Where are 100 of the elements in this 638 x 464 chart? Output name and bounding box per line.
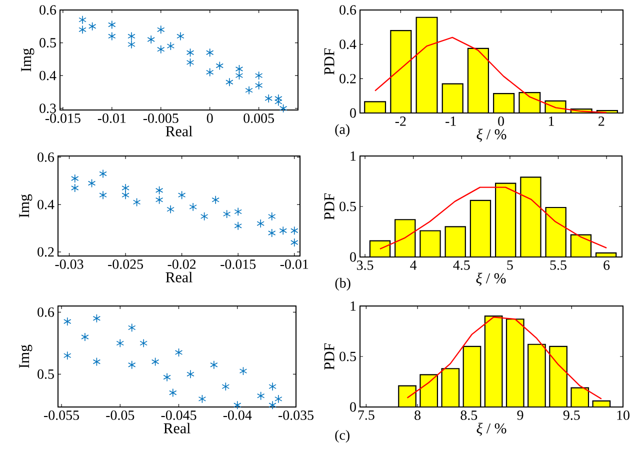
point: [140, 338, 148, 348]
point: [64, 351, 72, 360]
x-tick-label: -0.055: [44, 410, 79, 420]
x-tick-label: -0.01: [280, 260, 308, 269]
point: [226, 78, 234, 87]
x-tick-label: 3.5: [356, 260, 374, 270]
x-axis-title: Real: [166, 126, 192, 136]
y-tick-label: 0.6: [40, 5, 56, 15]
point: [166, 204, 174, 214]
x-tick-label: 10: [617, 410, 630, 420]
y-tick-label: 0.4: [38, 200, 54, 210]
point: [99, 169, 107, 178]
text: (b): [335, 278, 350, 291]
point: [268, 228, 276, 238]
point: [178, 190, 186, 200]
point: [198, 394, 206, 404]
x-tick-label: 2: [598, 116, 604, 126]
x-tick-label: 8: [414, 410, 420, 420]
point: [122, 190, 130, 200]
y-axis-title: Img: [21, 48, 34, 72]
point: [147, 35, 155, 44]
point: [216, 61, 224, 70]
point: [264, 94, 272, 103]
y-axis-title: PDF: [324, 48, 334, 75]
y-tick-label: 0.4: [40, 70, 56, 80]
x-tick-label: -0.02: [168, 260, 196, 269]
point: [163, 372, 171, 382]
point: [200, 212, 208, 221]
x-tick-label: -0.03: [55, 260, 84, 269]
point: [274, 394, 282, 404]
y-tick-label: 0: [350, 402, 356, 412]
point: [268, 382, 276, 391]
x-tick-label: -1: [446, 116, 456, 126]
point: [174, 348, 183, 357]
x-axis-title: Real: [166, 272, 192, 282]
y-tick-label: 0.6: [38, 307, 54, 317]
point: [186, 48, 194, 57]
point: [128, 32, 136, 41]
x-tick-label: 9.5: [563, 410, 580, 420]
x-tick-label: 5.5: [550, 260, 566, 270]
y-tick-label: 1: [350, 151, 356, 161]
point: [166, 42, 175, 50]
x-tick-label: 0.005: [244, 114, 274, 123]
point: [71, 174, 79, 183]
point: [151, 357, 160, 366]
y-tick-label: 0.5: [38, 369, 54, 379]
x-tick-label: -0.015: [45, 114, 80, 123]
x-tick-label: 1: [548, 116, 554, 126]
y-tick-label: 0.4: [340, 40, 356, 50]
point: [88, 22, 96, 31]
point: [157, 25, 165, 34]
x-tick-label: -0.035: [278, 410, 314, 420]
point: [132, 198, 141, 207]
point: [116, 338, 124, 348]
point: [234, 207, 242, 216]
y-tick-label: 0.5: [340, 202, 356, 212]
point: [186, 370, 194, 379]
point: [234, 400, 242, 410]
point: [64, 317, 72, 326]
y-axis-title: PDF: [324, 343, 334, 370]
point: [290, 238, 298, 247]
point: [235, 71, 244, 80]
point: [210, 360, 218, 370]
point: [92, 314, 101, 323]
x-tick-label: 5: [507, 260, 513, 270]
x-tick-label: 4.5: [453, 260, 470, 270]
x-tick-label: 9: [517, 410, 524, 420]
point: [99, 190, 107, 200]
x-tick-label: 4: [410, 260, 417, 270]
y-tick-label: 1: [350, 301, 356, 311]
x-axis-title: ξ / %: [476, 272, 506, 286]
point: [222, 210, 231, 218]
point: [268, 400, 276, 410]
y-tick-label: 0.5: [340, 352, 356, 362]
point: [235, 64, 244, 74]
x-axis-title: ξ / %: [476, 422, 506, 436]
point: [128, 323, 136, 332]
point: [189, 202, 197, 212]
point: [108, 32, 116, 41]
y-tick-label: 0.2: [38, 247, 54, 257]
point: [212, 195, 220, 204]
point: [92, 357, 101, 366]
point: [254, 71, 263, 80]
point: [256, 219, 264, 228]
point: [186, 58, 194, 67]
x-tick-label: -0.01: [98, 114, 126, 123]
point: [155, 195, 164, 204]
point: [268, 212, 276, 221]
point: [71, 184, 79, 192]
point: [256, 391, 265, 400]
point: [279, 226, 287, 236]
point: [128, 360, 136, 370]
x-axis-title: Real: [164, 422, 190, 434]
text: (a): [335, 124, 350, 137]
point: [254, 81, 263, 90]
x-tick-label: -0.015: [220, 260, 256, 269]
point: [122, 184, 130, 192]
y-tick-label: 0.5: [40, 38, 56, 48]
point: [78, 25, 86, 34]
point: [169, 388, 177, 398]
